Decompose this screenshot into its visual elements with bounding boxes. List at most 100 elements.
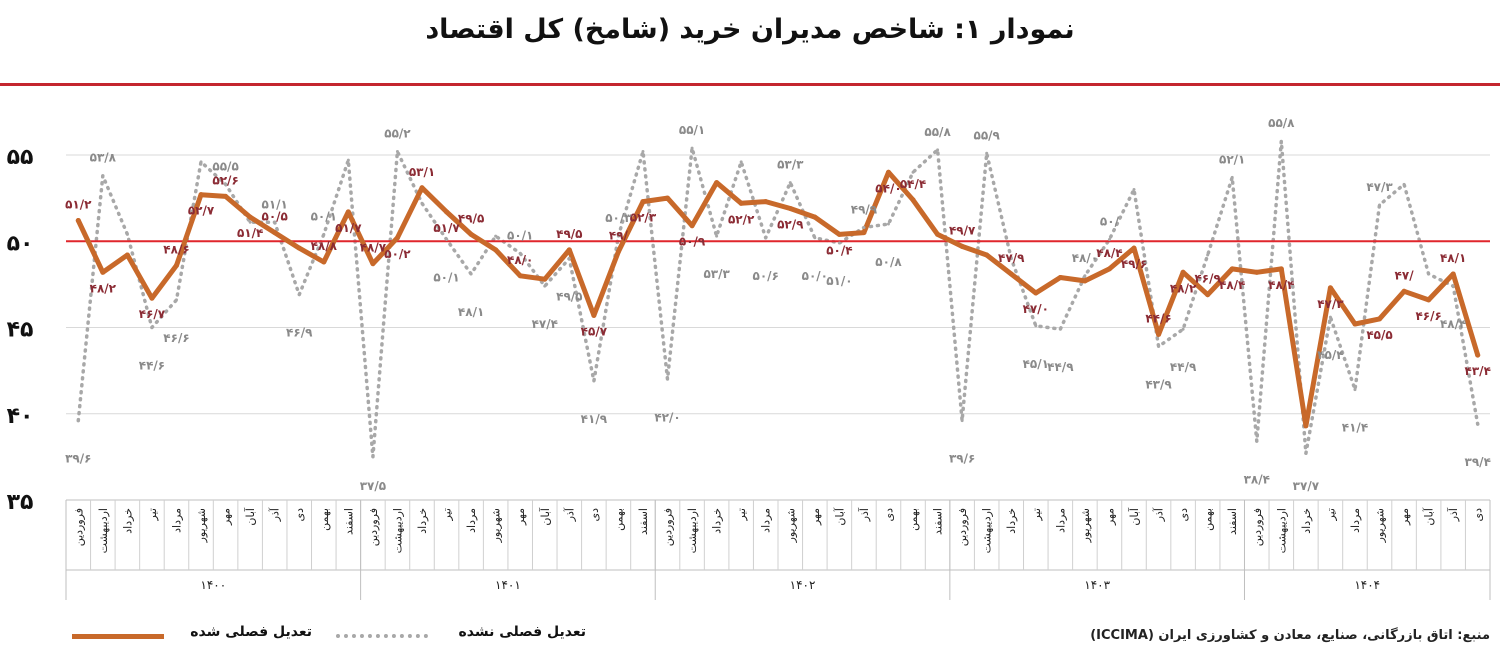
y-tick-label: ۳۵ xyxy=(7,490,34,515)
point-unseasonal xyxy=(445,238,449,242)
point-unseasonal xyxy=(125,232,129,236)
x-tick-label: آذر xyxy=(1152,507,1166,522)
pmi-line-chart: ۵۵ ۵۰ ۴۵ ۴۰ ۳۵ فروردین اردیبهشت خرداد تیر مرداد ش… xyxy=(7,116,1491,600)
x-tick-label: تیر xyxy=(441,508,454,521)
point-unseasonal xyxy=(150,326,154,329)
x-tick-label: خرداد xyxy=(121,508,134,534)
y-tick-label: ۵۵ xyxy=(7,145,34,170)
data-label-seasonal: ۴۸/۴ xyxy=(1096,246,1122,260)
data-labels: ۵۱/۲ ۴۸/۲ ۴۶/۷ ۴۸/۶ ۵۲/۷ ۵۲/۶ ۵۱/۴ ۵۰/۵ ۴۸/۸ ۵۱/۷… xyxy=(65,116,1491,493)
point-unseasonal xyxy=(1353,388,1357,392)
chart-title: نمودار ۱: شاخص مدیران خرید (شامخ) کل اقت… xyxy=(425,14,1075,45)
point-seasonal xyxy=(1352,321,1358,327)
point-unseasonal xyxy=(985,151,989,155)
data-label-unseasonal: ۴۶/۹ xyxy=(286,326,313,340)
x-tick-label: فروردین xyxy=(1251,508,1264,546)
data-label-unseasonal: ۴۸/۱ xyxy=(458,305,484,319)
point-seasonal xyxy=(812,214,818,220)
x-tick-label: آذر xyxy=(562,507,576,522)
point-unseasonal xyxy=(371,455,375,459)
x-tick-label: مرداد xyxy=(1054,508,1067,533)
data-label-seasonal: ۴۷/ xyxy=(1395,268,1415,282)
data-label-unseasonal: ۵۰/۳ xyxy=(605,211,632,225)
point-seasonal xyxy=(198,192,204,198)
point-seasonal xyxy=(1008,271,1014,277)
point-seasonal xyxy=(591,312,597,318)
point-seasonal xyxy=(223,193,229,199)
x-tick-label: اردیبهشت xyxy=(1275,508,1288,553)
point-unseasonal xyxy=(1058,327,1062,331)
point-unseasonal xyxy=(346,158,350,162)
point-unseasonal xyxy=(1328,315,1332,319)
point-seasonal xyxy=(1156,331,1162,337)
point-seasonal xyxy=(247,214,253,220)
data-label-unseasonal: ۴۵/۴ xyxy=(1317,348,1343,362)
x-tick-label: مهر xyxy=(514,508,527,526)
point-unseasonal xyxy=(862,225,866,229)
data-label-seasonal: ۵۱/۷ xyxy=(433,221,460,235)
point-seasonal xyxy=(1082,278,1088,284)
data-label-unseasonal: ۵۵/۸ xyxy=(924,125,951,139)
data-label-seasonal: ۵۰/۹ xyxy=(679,235,706,249)
point-seasonal xyxy=(885,169,891,175)
point-unseasonal xyxy=(76,419,80,423)
data-label-seasonal: ۵۰/۴ xyxy=(826,243,852,257)
point-seasonal xyxy=(1303,423,1309,429)
point-seasonal xyxy=(738,200,744,206)
year-label: ۱۴۰۰ xyxy=(200,578,226,592)
data-label-unseasonal: ۵۲/۱ xyxy=(1219,152,1245,166)
data-label-unseasonal: ۵۵/۹ xyxy=(974,128,1001,142)
point-unseasonal xyxy=(174,298,178,302)
year-label: ۱۴۰۳ xyxy=(1084,578,1110,592)
data-label-seasonal: ۴۸/۱ xyxy=(1440,251,1466,265)
x-tick-label: اردیبهشت xyxy=(97,508,110,553)
point-unseasonal xyxy=(199,160,203,164)
x-tick-label: فروردین xyxy=(72,508,85,546)
point-seasonal xyxy=(836,231,842,237)
point-seasonal xyxy=(1278,266,1284,272)
data-label-seasonal: ۴۷/۰ xyxy=(1023,302,1049,316)
point-unseasonal xyxy=(666,377,670,381)
data-label-unseasonal: ۳۹/۴ xyxy=(1465,455,1491,469)
data-label-seasonal: ۴۶/۷ xyxy=(139,307,166,321)
data-label-seasonal: ۵۱/۲ xyxy=(65,198,92,212)
data-label-seasonal: ۴۸/۷ xyxy=(360,241,387,255)
data-label-seasonal: ۴۵/۵ xyxy=(1366,328,1392,342)
legend-swatch-unseasonal xyxy=(336,634,428,638)
point-unseasonal xyxy=(837,241,841,245)
data-label-seasonal: ۵۱/۴ xyxy=(237,226,263,240)
series-lines xyxy=(66,139,1490,459)
point-seasonal xyxy=(566,247,572,253)
x-tick-label: آبان xyxy=(832,507,846,525)
point-unseasonal xyxy=(1157,344,1161,348)
point-seasonal xyxy=(763,199,769,205)
point-seasonal xyxy=(1229,266,1235,272)
data-label-unseasonal: ۵۰/۸ xyxy=(875,255,902,269)
data-label-unseasonal: ۵۰/۰ xyxy=(802,269,828,283)
x-tick-label: بهمن xyxy=(907,508,920,531)
data-label-unseasonal: ۵۳/۳ xyxy=(777,158,804,172)
point-unseasonal xyxy=(1451,284,1455,288)
data-label-unseasonal: ۵۱/۱ xyxy=(262,197,288,211)
point-seasonal xyxy=(959,243,965,249)
point-unseasonal xyxy=(616,234,620,238)
x-tick-label: مرداد xyxy=(465,508,478,533)
point-seasonal xyxy=(394,235,400,241)
x-tick-label: آبان xyxy=(1127,507,1141,525)
data-label-unseasonal: ۳۷/۵ xyxy=(360,479,386,493)
year-label: ۱۴۰۲ xyxy=(790,578,816,592)
data-label-seasonal: ۵۴/۴ xyxy=(900,177,926,191)
data-label-unseasonal: ۴۷/۴ xyxy=(532,317,558,331)
data-label-unseasonal: ۴۶/۶ xyxy=(163,331,189,345)
point-seasonal xyxy=(345,209,351,215)
point-seasonal xyxy=(714,180,720,186)
y-tick-label: ۴۰ xyxy=(7,404,34,429)
data-label-seasonal: ۵۲/۷ xyxy=(188,204,215,218)
legend-swatch-seasonal xyxy=(72,634,164,639)
x-tick-label: خرداد xyxy=(1005,508,1018,534)
series-line-seasonal xyxy=(75,169,1481,429)
point-seasonal xyxy=(1450,271,1456,277)
point-unseasonal xyxy=(936,148,940,152)
point-unseasonal xyxy=(297,293,301,297)
point-seasonal xyxy=(1106,266,1112,272)
